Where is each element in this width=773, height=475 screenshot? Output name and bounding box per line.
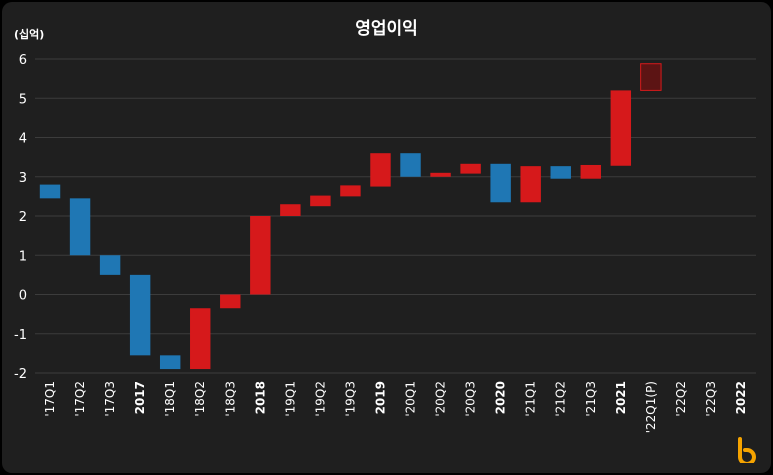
x-tick-label: '18Q2 — [193, 381, 207, 417]
x-tick-label: '20Q1 — [404, 381, 418, 417]
bar — [220, 294, 241, 309]
x-tick-label: '22Q1(P) — [644, 381, 658, 433]
x-tick-label: '20Q3 — [464, 381, 478, 417]
y-tick-label: 2 — [19, 210, 27, 225]
x-tick-label: '19Q2 — [313, 381, 327, 417]
x-tick-label: '18Q3 — [223, 381, 237, 417]
y-unit-label: (십억) — [14, 28, 45, 41]
x-tick-label: '22Q3 — [704, 381, 718, 417]
bar — [340, 185, 361, 197]
x-tick-label: '19Q3 — [343, 381, 357, 417]
bar — [550, 166, 571, 179]
bar — [39, 184, 61, 199]
bar — [69, 198, 91, 256]
x-tick-label: '21Q2 — [554, 381, 568, 417]
logo-icon — [738, 437, 756, 463]
x-tick-label: '18Q1 — [163, 381, 177, 417]
x-tick-label: '19Q1 — [283, 381, 297, 417]
x-tick-label: 2018 — [253, 381, 267, 414]
bar — [400, 153, 421, 177]
y-tick-label: 6 — [19, 53, 27, 68]
bar — [610, 90, 632, 166]
bar — [460, 163, 481, 174]
bar — [190, 308, 211, 370]
x-tick-label: 2019 — [373, 381, 387, 414]
x-tick-label: 2020 — [494, 381, 508, 414]
bar — [159, 355, 181, 370]
bar — [490, 163, 511, 203]
bar — [310, 195, 331, 207]
x-tick-label: '21Q3 — [584, 381, 598, 417]
y-tick-label: -2 — [14, 367, 27, 382]
y-tick-label: 1 — [19, 249, 27, 264]
bar — [430, 172, 451, 177]
x-tick-label: '20Q2 — [434, 381, 448, 417]
x-tick-label: '17Q3 — [103, 381, 117, 417]
x-tick-label: '22Q2 — [674, 381, 688, 417]
bar — [129, 274, 151, 356]
x-tick-label: 2022 — [734, 381, 748, 414]
bar — [520, 166, 541, 203]
bar — [99, 255, 121, 275]
x-tick-label: '17Q1 — [43, 381, 57, 417]
x-tick-label: 2021 — [614, 381, 628, 414]
bar — [370, 153, 391, 187]
bar — [280, 204, 301, 216]
bar — [640, 63, 662, 91]
chart-title: 영업이익 — [355, 19, 418, 39]
bar — [250, 216, 271, 295]
y-tick-label: 0 — [19, 289, 27, 304]
y-tick-label: 5 — [19, 92, 27, 107]
bar — [580, 164, 601, 179]
y-tick-label: -1 — [14, 328, 27, 343]
x-tick-label: '17Q2 — [73, 381, 87, 417]
x-tick-label: 2017 — [133, 381, 147, 414]
y-tick-label: 3 — [19, 171, 27, 186]
y-tick-label: 4 — [19, 132, 27, 147]
x-tick-label: '21Q1 — [524, 381, 538, 417]
